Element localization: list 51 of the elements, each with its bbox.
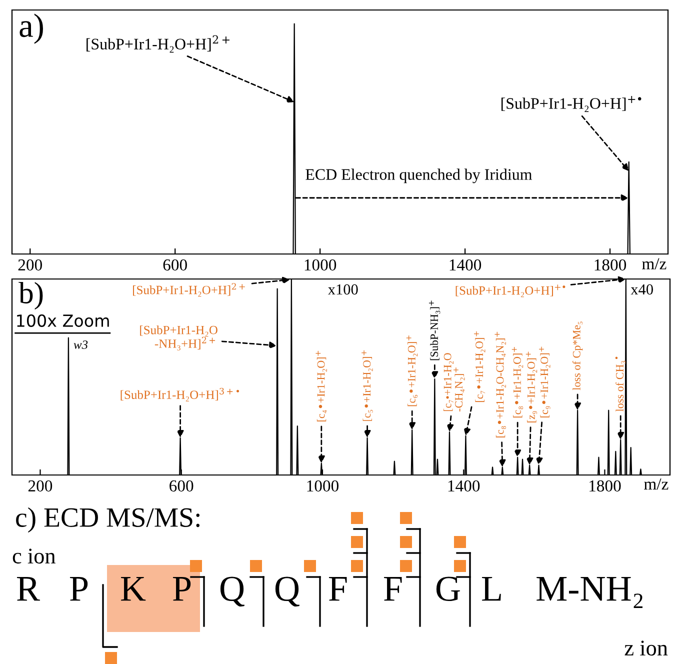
annotation: [SubP+Ir1-H₂O+H]$^{2+}$ xyxy=(86,35,230,53)
text: F xyxy=(329,577,347,601)
annotation: [c₈•+Ir1-H₂O-CH₄N₂]$^{+}$ xyxy=(494,332,506,438)
annotation: [c₇•+Ir1-H₂O -CH₄N₂]$^{+}$ xyxy=(443,353,465,412)
text: P xyxy=(70,577,88,601)
x-tick-label: 200 xyxy=(18,259,42,271)
annotation: [c₆•+Ir1-H₂O]$^{+}$ xyxy=(406,336,418,406)
annotation: [c₉•+Ir1-H₂O]$^{+}$ xyxy=(539,346,550,418)
annotation: loss of CH₃$^{•}$ xyxy=(615,356,626,412)
annotation: [c₈•+Ir1-H₂O]$^{+}$ xyxy=(512,346,524,418)
x-tick-label: 1800 xyxy=(594,259,626,271)
text: L xyxy=(482,577,501,601)
annotation: [c₄•+Ir1-H₂O]$^{+}$ xyxy=(316,350,327,422)
annotation: ECD Electron quenched by Iridium xyxy=(306,168,532,184)
x-tick-label: 1800 xyxy=(590,480,621,492)
x-axis-title: m/z xyxy=(644,478,668,490)
annotation: [SubP+Ir1-H₂O -NH₃+H]$^{2+}$ xyxy=(140,325,218,350)
annotation: x40 xyxy=(630,284,653,295)
chart-title: b) xyxy=(18,282,43,310)
x-tick-label: 1000 xyxy=(304,259,336,271)
annotation: [SubP+Ir1-H₂O+H]$^{2+}$ xyxy=(133,283,245,297)
text: K xyxy=(121,577,146,601)
x-tick-label: 600 xyxy=(170,480,194,492)
annotation: w3 xyxy=(74,340,88,349)
text: R xyxy=(16,577,40,601)
annotation: [SubP+Ir1-H₂O+H]$^{+•}$ xyxy=(456,284,566,298)
annotation: [SubP+Ir1-H₂O+H]$^{+•}$ xyxy=(501,96,642,112)
x-tick-label: 1400 xyxy=(448,480,480,492)
x-tick-label: 1000 xyxy=(307,480,339,492)
annotation: [z₉•+Ir1-H₂O]$^{+}$ xyxy=(526,352,538,422)
x-tick-label: 600 xyxy=(163,259,187,271)
text: G xyxy=(436,576,460,602)
text: c ion xyxy=(12,548,56,564)
annotation: [SubP-NH₃]$^{+}$ xyxy=(428,300,440,360)
chart-title: a) xyxy=(20,14,43,44)
text: Q xyxy=(275,576,300,607)
annotation: 100x Zoom xyxy=(17,314,109,327)
text: F xyxy=(384,577,402,601)
text: M-NH₂ xyxy=(536,577,642,608)
annotation: x100 xyxy=(328,284,358,295)
annotation: [c₇•+Ir1-H₂O]$^{+}$ xyxy=(474,331,486,402)
x-axis-title: m/z xyxy=(642,258,666,270)
annotation: loss of Cp*Me₅ xyxy=(572,322,583,390)
x-tick-label: 1400 xyxy=(450,259,482,271)
x-tick-label: 200 xyxy=(28,480,52,492)
text: P xyxy=(173,577,191,601)
text: z ion xyxy=(624,640,668,656)
text: c) ECD MS/MS: xyxy=(16,507,200,533)
annotation: [SubP+Ir1-H₂O+H]$^{3+•}$ xyxy=(120,388,240,402)
text: Q xyxy=(220,576,244,607)
annotation: [c₅•+Ir1-H₂O]$^{+}$ xyxy=(362,350,373,421)
